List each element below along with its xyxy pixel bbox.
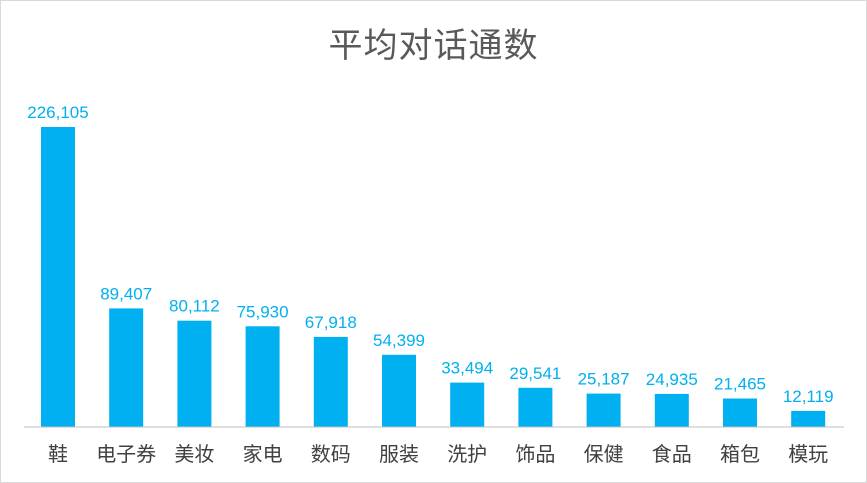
value-label-0: 226,105 (27, 103, 88, 122)
category-label-6: 洗护 (447, 442, 487, 466)
chart-title: 平均对话通数 (328, 26, 539, 66)
bar-2 (177, 320, 212, 427)
value-label-10: 21,465 (714, 375, 766, 394)
bar-11 (791, 410, 826, 427)
value-label-9: 24,935 (646, 370, 698, 389)
bar-0 (41, 127, 75, 427)
category-label-0: 鞋 (48, 442, 68, 466)
value-label-2: 80,112 (169, 297, 220, 316)
value-label-11: 12,119 (783, 387, 834, 406)
category-label-8: 保健 (584, 442, 624, 466)
bars-group (41, 127, 826, 427)
value-label-7: 29,541 (509, 364, 561, 383)
bar-7 (518, 387, 553, 427)
value-label-4: 67,918 (305, 313, 357, 332)
category-label-3: 家电 (243, 442, 283, 466)
bar-9 (654, 393, 689, 427)
bar-10 (723, 398, 757, 427)
bar-5 (382, 354, 416, 427)
category-label-10: 箱包 (720, 442, 760, 466)
value-label-8: 25,187 (578, 370, 630, 389)
category-label-7: 饰品 (515, 442, 555, 466)
value-label-5: 54,399 (373, 331, 425, 350)
bar-6 (450, 382, 485, 427)
category-label-2: 美妆 (174, 442, 214, 466)
category-label-11: 模玩 (788, 442, 828, 466)
category-label-4: 数码 (311, 442, 351, 466)
bar-3 (245, 326, 280, 427)
value-label-6: 33,494 (441, 359, 493, 378)
category-label-5: 服装 (379, 442, 419, 466)
value-label-3: 75,930 (237, 302, 289, 321)
category-labels-group: 鞋 电子券 美妆 家电 数码 服装 洗护 饰品 保健 食品 箱包 模玩 (48, 442, 828, 466)
value-labels-group: 226,105 89,407 80,112 75,930 67,918 54,399 33,… (27, 103, 833, 406)
bar-4 (313, 336, 348, 427)
category-label-9: 食品 (652, 442, 692, 466)
bar-1 (109, 308, 144, 427)
category-label-1: 电子券 (96, 442, 156, 466)
bar-8 (586, 393, 621, 427)
value-label-1: 89,407 (100, 284, 152, 303)
